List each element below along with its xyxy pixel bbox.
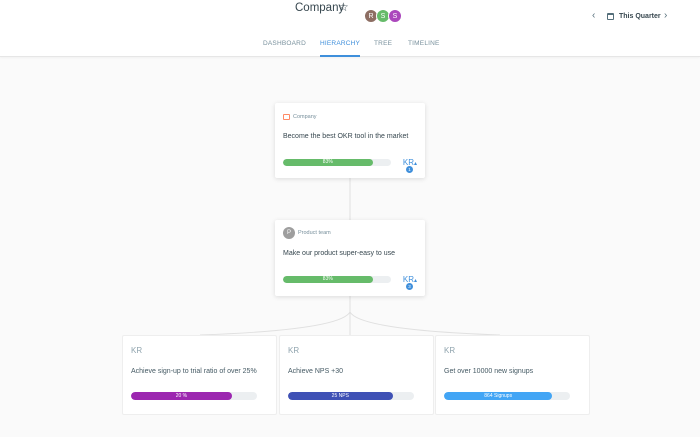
objective-owner: Company xyxy=(293,114,317,120)
star-icon[interactable]: ☆ xyxy=(338,0,349,14)
kr-title: Achieve sign-up to trial ratio of over 2… xyxy=(131,368,257,375)
key-result-card[interactable]: KR Achieve sign-up to trial ratio of ove… xyxy=(122,335,277,415)
tab-timeline[interactable]: TIMELINE xyxy=(408,40,440,47)
objective-card[interactable]: P Product team Make our product super-ea… xyxy=(275,220,425,296)
connector-line xyxy=(349,311,501,336)
tab-dashboard[interactable]: DASHBOARD xyxy=(263,40,306,47)
progress-fill: 83% xyxy=(283,159,373,166)
kr-toggle-label: KR xyxy=(402,275,414,284)
key-result-card[interactable]: KR Get over 10000 new signups 864 Signup… xyxy=(435,335,590,415)
page-title: Company xyxy=(295,2,345,14)
tab-tree[interactable]: TREE xyxy=(374,40,393,47)
kr-title: Achieve NPS +30 xyxy=(288,368,344,375)
objective-title: Become the best OKR tool in the market xyxy=(283,133,409,140)
chevron-up-icon: ▴ xyxy=(413,278,417,284)
progress-fill: 83% xyxy=(283,276,373,283)
chevron-right-icon[interactable]: › xyxy=(664,10,668,21)
kr-progress-bar: 864 Signups xyxy=(444,392,570,400)
chevron-left-icon[interactable]: ‹ xyxy=(592,10,596,21)
kr-label: KR xyxy=(131,346,143,355)
period-selector[interactable]: This Quarter xyxy=(619,13,661,20)
kr-progress-fill: 864 Signups xyxy=(444,392,553,400)
kr-progress-fill: 20 % xyxy=(131,392,232,400)
progress-bar: 83% xyxy=(283,159,391,166)
view-tabs: DASHBOARD HIERARCHY TREE TIMELINE xyxy=(0,40,700,57)
kr-progress-fill: 25 NPS xyxy=(288,392,393,400)
progress-bar: 83% xyxy=(283,276,391,283)
tab-hierarchy[interactable]: HIERARCHY xyxy=(320,40,361,57)
kr-progress-bar: 25 NPS xyxy=(288,392,414,400)
kr-toggle-label: KR xyxy=(402,158,414,167)
owner-avatar: P xyxy=(283,227,295,239)
kr-title: Get over 10000 new signups xyxy=(444,368,534,375)
kr-progress-bar: 20 % xyxy=(131,392,257,400)
chevron-up-icon: ▴ xyxy=(413,161,417,167)
avatar[interactable]: S xyxy=(388,9,402,23)
kr-count-badge: 1 xyxy=(406,166,413,173)
objective-title: Make our product super-easy to use xyxy=(283,250,396,257)
kr-toggle-button[interactable]: KR▴ xyxy=(403,275,417,284)
objective-owner: Product team xyxy=(298,230,331,236)
kr-count-badge: 3 xyxy=(406,283,413,290)
objective-card[interactable]: Company Become the best OKR tool in the … xyxy=(275,103,425,178)
connector-line xyxy=(199,311,351,336)
calendar-icon xyxy=(607,13,614,20)
kr-label: KR xyxy=(444,346,456,355)
top-header: Company ☆ R S S ‹ This Quarter › DASHBOA… xyxy=(0,0,700,57)
avatar[interactable]: R xyxy=(364,9,378,23)
key-result-card[interactable]: KR Achieve NPS +30 25 NPS xyxy=(279,335,434,415)
kr-toggle-button[interactable]: KR▴ xyxy=(403,158,417,167)
kr-label: KR xyxy=(288,346,300,355)
briefcase-icon xyxy=(283,114,290,120)
